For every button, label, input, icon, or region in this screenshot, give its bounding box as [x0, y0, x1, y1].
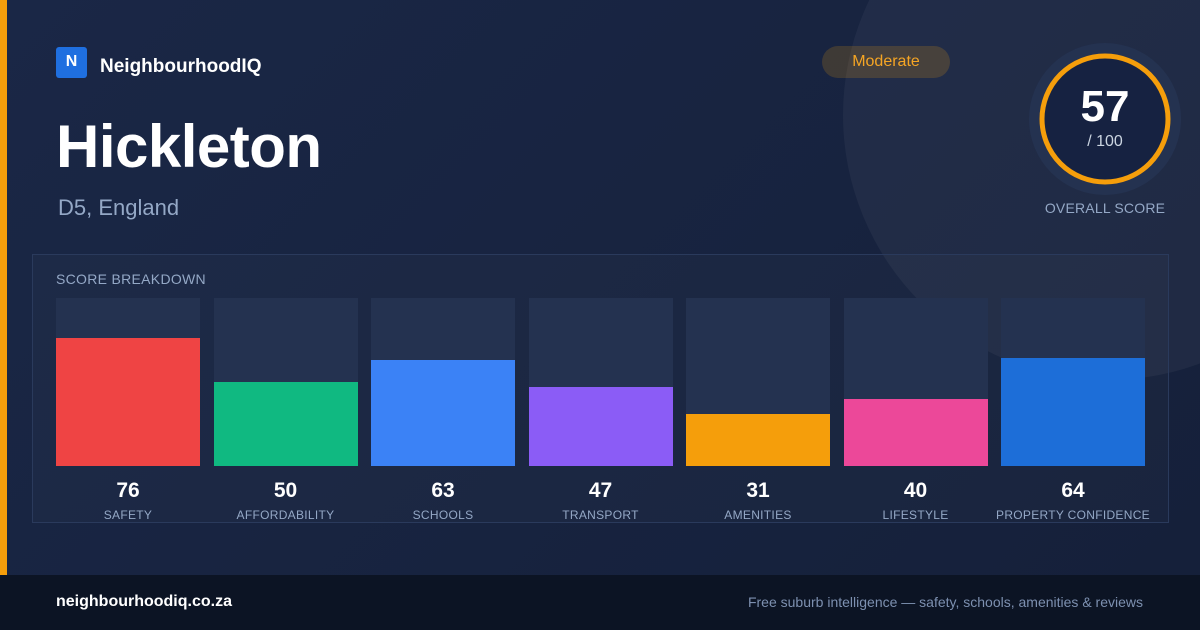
bar-fill	[686, 414, 830, 466]
bar-value: 50	[273, 479, 298, 502]
bar-value: 31	[746, 479, 770, 502]
score-bar-safety: 76 SAFETY	[56, 298, 200, 523]
score-bar-schools: 63 SCHOOLS	[371, 298, 515, 523]
bar-track	[528, 298, 673, 466]
bar-value: 63	[431, 479, 455, 502]
bar-label: SCHOOLS	[412, 508, 474, 522]
overall-score-ring: 57 / 100	[1028, 42, 1182, 196]
score-bar-amenities: 31 AMENITIES	[686, 298, 830, 523]
bar-value: 40	[903, 479, 928, 502]
accent-bar	[0, 0, 7, 575]
footer-url-link[interactable]: neighbourhoodiq.co.za	[56, 593, 232, 610]
bar-fill	[528, 387, 673, 466]
score-breakdown-panel	[32, 254, 1169, 523]
score-bar-property-confidence: 64 PROPERTY CONFIDENCE	[996, 298, 1150, 523]
bar-fill	[56, 338, 200, 466]
bar-fill	[213, 382, 358, 466]
bar-label: AMENITIES	[724, 508, 792, 522]
rating-badge: Moderate	[822, 46, 950, 78]
score-breakdown-title: SCORE BREAKDOWN	[56, 271, 206, 287]
bar-label: TRANSPORT	[562, 508, 639, 522]
overall-score-value: 57	[1080, 82, 1130, 131]
score-bar-lifestyle: 40 LIFESTYLE	[843, 298, 988, 523]
brand[interactable]: N NeighbourhoodIQ	[56, 46, 261, 78]
bar-label: SAFETY	[103, 508, 153, 522]
bar-track	[371, 298, 515, 466]
brand-name: NeighbourhoodIQ	[100, 56, 262, 77]
score-bar-affordability: 50 AFFORDABILITY	[213, 298, 358, 523]
bar-track	[1001, 298, 1145, 466]
bar-fill	[371, 360, 515, 466]
bar-track	[843, 298, 988, 466]
bar-value: 76	[116, 479, 140, 502]
overall-score-max: / 100	[1087, 133, 1123, 150]
footer: neighbourhoodiq.co.za Free suburb intell…	[0, 575, 1200, 630]
score-bar-transport: 47 TRANSPORT	[528, 298, 673, 523]
bar-value: 64	[1061, 479, 1085, 502]
overall-score-label: OVERALL SCORE	[1044, 200, 1166, 216]
bar-fill	[843, 399, 988, 466]
bar-track	[686, 298, 830, 466]
brand-logo-icon: N	[56, 46, 87, 78]
page-title: Hickleton	[56, 113, 322, 180]
bar-fill	[1001, 358, 1145, 466]
score-ring-icon	[1029, 43, 1181, 195]
bar-label: LIFESTYLE	[882, 508, 949, 522]
bar-label: AFFORDABILITY	[236, 508, 335, 522]
bar-value: 47	[588, 479, 613, 502]
bar-label: PROPERTY CONFIDENCE	[996, 508, 1150, 522]
bar-track	[56, 298, 200, 466]
bar-track	[213, 298, 358, 466]
location-subtitle: D5, England	[58, 195, 180, 220]
footer-tagline: Free suburb intelligence — safety, schoo…	[747, 594, 1143, 610]
